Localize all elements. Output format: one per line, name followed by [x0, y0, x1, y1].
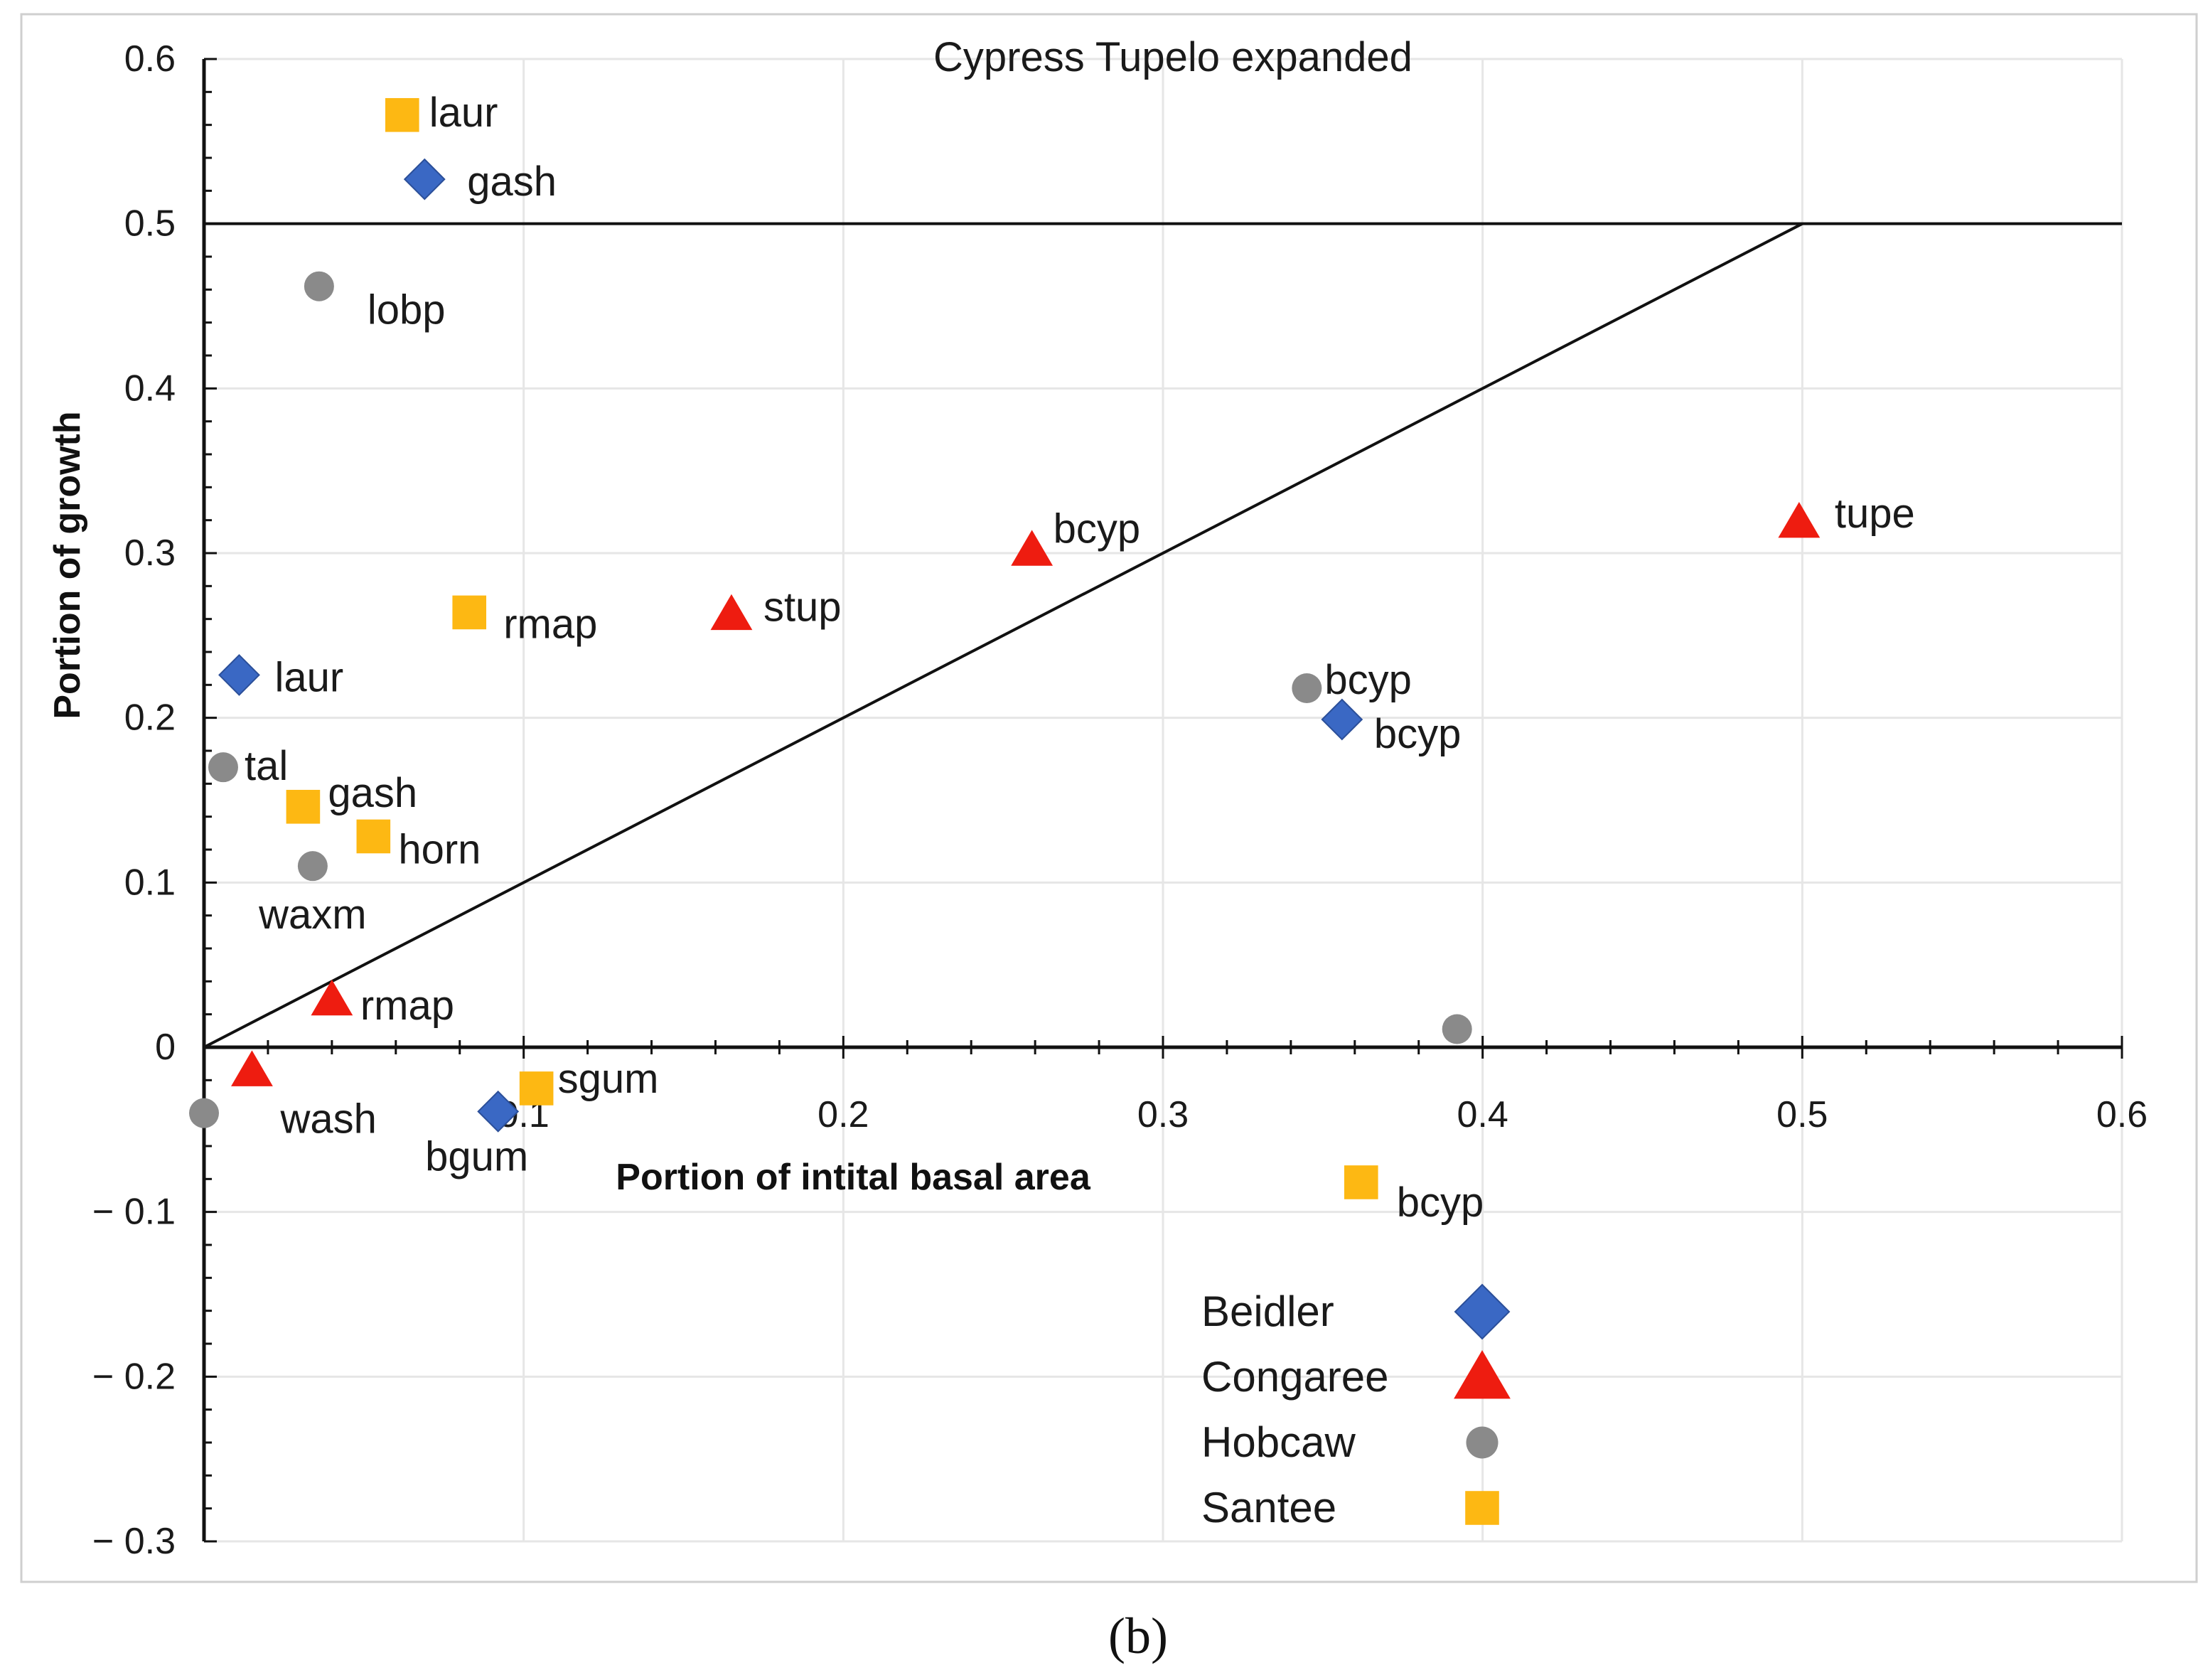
legend-label-hobcaw: Hobcaw [1201, 1418, 1356, 1466]
x-axis-title: Portion of intital basal area [616, 1157, 1091, 1198]
santee-point-horn [356, 819, 391, 854]
reference-lines [203, 222, 2122, 1049]
y-tick-label: 0.2 [124, 697, 176, 739]
data-points [189, 97, 1821, 1199]
point-label-tupe: tupe [1835, 491, 1915, 537]
point-label-gash: gash [328, 770, 417, 816]
y-axis-title: Portion of growth [47, 411, 88, 719]
point-label-bcyp: bcyp [1054, 505, 1141, 552]
congaree-point-wash [231, 1050, 273, 1086]
santee-point-bcyp [1344, 1165, 1378, 1199]
hobcaw-point-lobp [304, 271, 334, 301]
hobcaw-point-unlabeled [1442, 1014, 1472, 1044]
santee-point-laur [385, 97, 419, 132]
y-tick-label: 0 [155, 1027, 176, 1068]
legend-label-beidler: Beidler [1201, 1288, 1334, 1335]
congaree-point-tupe [1778, 501, 1821, 538]
point-label-bcyp: bcyp [1374, 711, 1462, 757]
point-label-rmap: rmap [503, 601, 597, 647]
x-tick-label: 0.4 [1457, 1094, 1508, 1135]
point-label-gash: gash [467, 159, 557, 205]
tick-labels: 00.10.20.30.40.50.60.60.50.40.30.20.10− … [92, 38, 2148, 1562]
point-labels: gash laur bcyp bgum bcyp stup tupe rmap wash lobp… [245, 90, 1915, 1226]
point-label-waxm: waxm [258, 892, 366, 938]
hobcaw-point-unlabeled [189, 1098, 219, 1128]
point-label-bcyp: bcyp [1324, 657, 1412, 703]
point-label-wash: wash [279, 1096, 376, 1142]
y-tick-label: 0.4 [124, 368, 176, 409]
legend-marker-hobcaw [1466, 1426, 1499, 1459]
point-label-bgum: bgum [425, 1133, 528, 1179]
congaree-point-rmap [311, 979, 353, 1016]
hobcaw-point-bcyp [1292, 673, 1322, 703]
beidler-point-bcyp [1321, 698, 1363, 741]
chart-title: Cypress Tupelo expanded [933, 34, 1412, 80]
congaree-point-bcyp [1011, 530, 1054, 566]
point-label-rmap: rmap [360, 983, 454, 1029]
point-label-tal: tal [245, 743, 288, 789]
y-tick-label: − 0.1 [92, 1192, 176, 1233]
legend-label-santee: Santee [1201, 1484, 1336, 1531]
y-tick-label: 0.3 [124, 533, 176, 574]
point-label-laur: laur [274, 654, 343, 700]
santee-point-sgum [519, 1071, 554, 1106]
legend-marker-congaree [1454, 1350, 1511, 1399]
congaree-point-stup [710, 594, 753, 631]
point-label-bcyp: bcyp [1397, 1179, 1484, 1226]
santee-point-gash [286, 789, 321, 824]
santee-point-rmap [452, 595, 487, 630]
x-tick-label: 0.3 [1137, 1094, 1189, 1135]
y-tick-label: 0.5 [124, 203, 176, 245]
one-to-one-line [203, 222, 1803, 1049]
legend-marker-beidler [1454, 1283, 1511, 1340]
legend-marker-santee [1465, 1491, 1499, 1525]
figure-caption: (b) [1108, 1607, 1168, 1664]
beidler-point-gash [403, 158, 446, 200]
y-tick-label: 0.1 [124, 862, 176, 903]
hobcaw-point-waxm [297, 851, 328, 882]
point-label-laur: laur [429, 90, 498, 136]
beidler-point-bgum [477, 1090, 520, 1133]
point-label-stup: stup [763, 584, 842, 631]
x-tick-label: 0.6 [2096, 1094, 2148, 1135]
point-label-sgum: sgum [558, 1056, 659, 1102]
axes [202, 58, 2123, 1543]
x-tick-label: 0.5 [1776, 1094, 1828, 1135]
legend-label-congaree: Congaree [1201, 1353, 1389, 1401]
y-tick-label: − 0.3 [92, 1521, 176, 1562]
hobcaw-point-tal [208, 752, 238, 783]
legend: Beidler Congaree Hobcaw Santee [1201, 1283, 1511, 1531]
beidler-point-laur [218, 654, 260, 696]
point-label-horn: horn [398, 826, 481, 872]
y-tick-label: − 0.2 [92, 1356, 176, 1397]
point-label-lobp: lobp [368, 287, 446, 333]
chart-frame [20, 13, 2198, 1583]
x-tick-label: 0.2 [817, 1094, 869, 1135]
y-tick-label: 0.6 [124, 38, 176, 80]
